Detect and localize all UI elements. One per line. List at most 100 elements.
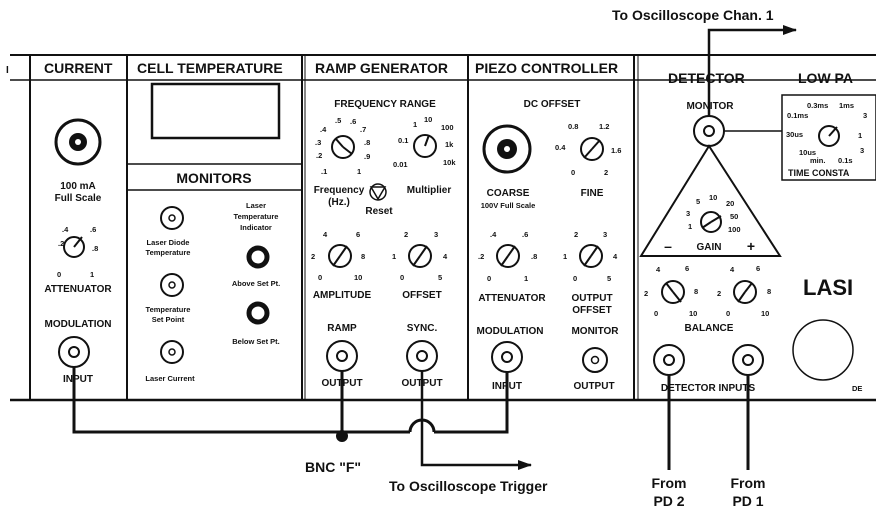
oo-tick-5: 5 [607, 274, 611, 283]
ramp-output-bnc[interactable] [326, 340, 358, 372]
bnc-f-junction [336, 430, 348, 442]
detector-input-bnc-pd1[interactable] [732, 344, 764, 376]
piezo-att-tick-04: .4 [490, 230, 497, 239]
temperature-set-point-jack[interactable] [160, 273, 184, 297]
piezo-monitor-output-jack[interactable] [582, 347, 608, 373]
frequency-label-1: Frequency [314, 185, 365, 196]
detector-monitor-label: MONITOR [686, 101, 734, 112]
off-tick-0: 0 [400, 273, 404, 282]
indicator-label-2: Temperature [234, 212, 279, 221]
piezo-controller-section: DC OFFSET COARSE 100V Full Scale 0 0.4 0… [476, 99, 621, 392]
ramp-generator-title: RAMP GENERATOR [315, 60, 448, 76]
bnc-f-annotation: BNC "F" [305, 459, 361, 475]
amplitude-dial[interactable] [328, 244, 352, 268]
tc-tick-01ms: 0.1ms [787, 111, 808, 120]
balance-dial-right[interactable] [733, 280, 757, 304]
bal-r-tick-2: 2 [717, 289, 721, 298]
amp-tick-8: 8 [361, 252, 365, 261]
osc-trigger-annotation: To Oscilloscope Trigger [389, 478, 548, 494]
detector-title: DETECTOR [668, 70, 745, 86]
current-input-label: INPUT [63, 374, 93, 385]
gain-amplifier-triangle [639, 144, 782, 257]
freq-tick-02: .2 [316, 151, 322, 160]
ld-temperature-jack[interactable] [160, 206, 184, 230]
offset-dial[interactable] [408, 244, 432, 268]
osc-trigger-cable [420, 371, 532, 470]
balance-dial-left[interactable] [661, 280, 685, 304]
off-tick-3: 3 [434, 230, 438, 239]
set-point-label-2: Set Point [152, 315, 185, 324]
bal-l-tick-6: 6 [685, 264, 689, 273]
amp-tick-6: 6 [356, 230, 360, 239]
osc-chan1-cable [707, 25, 797, 116]
amp-tick-0: 0 [318, 273, 322, 282]
mult-tick-10k: 10k [443, 158, 456, 167]
laser-current-jack[interactable] [160, 340, 184, 364]
fine-tick-0: 0 [571, 168, 575, 177]
temperature-display [150, 82, 281, 140]
current-scale-1: 100 mA [60, 181, 96, 192]
edge-mark: I [6, 65, 9, 76]
current-section: 100 mA Full Scale .2 .4 .6 .8 0 1 ATTENU… [44, 118, 112, 385]
piezo-attenuator-label: ATTENUATOR [478, 293, 546, 304]
freq-tick-04: .4 [320, 125, 327, 134]
piezo-output-label: OUTPUT [573, 381, 614, 392]
freq-tick-06: .6 [350, 117, 356, 126]
coarse-knob[interactable] [482, 124, 532, 174]
gain-tick-3: 3 [686, 209, 690, 218]
reset-button[interactable] [369, 183, 387, 201]
gain-minus: – [664, 238, 672, 254]
cell-temperature-title: CELL TEMPERATURE [137, 60, 283, 76]
gain-tick-100: 100 [728, 225, 741, 234]
current-modulation-label: MODULATION [44, 319, 111, 330]
oo-tick-0: 0 [573, 274, 577, 283]
modulation-link-cable-right [434, 372, 509, 434]
piezo-attenuator-dial[interactable] [496, 244, 520, 268]
balance-label: BALANCE [685, 323, 734, 334]
detector-monitor-bnc[interactable] [693, 115, 725, 147]
oo-tick-1: 1 [563, 252, 567, 261]
mult-tick-1: 1 [413, 120, 417, 129]
laser-current-label: Laser Current [145, 374, 195, 383]
freq-tick-07: .7 [360, 125, 366, 134]
sync-output-bnc[interactable] [406, 340, 438, 372]
time-constant-dial[interactable] [818, 125, 840, 147]
piezo-modulation-input-bnc[interactable] [491, 341, 523, 373]
piezo-att-tick-02: .2 [478, 252, 484, 261]
from-pd2-line1: From [652, 475, 687, 491]
coarse-label: COARSE [487, 188, 530, 199]
fine-dial[interactable] [580, 137, 604, 161]
fine-tick-2: 2 [604, 168, 608, 177]
amp-tick-2: 2 [311, 252, 315, 261]
ramp-label: RAMP [327, 323, 357, 334]
bal-r-tick-0: 0 [726, 309, 730, 318]
multiplier-dial[interactable] [413, 134, 437, 158]
current-modulation-input-bnc[interactable] [58, 336, 90, 368]
off-tick-4: 4 [443, 252, 448, 261]
piezo-modulation-label: MODULATION [476, 326, 543, 337]
bal-l-tick-10: 10 [689, 309, 697, 318]
frequency-dial[interactable] [331, 135, 355, 159]
gain-plus: + [747, 238, 755, 254]
freq-tick-05: .5 [335, 116, 341, 125]
gain-dial[interactable] [700, 211, 722, 233]
detector-input-bnc-pd2[interactable] [653, 344, 685, 376]
output-offset-dial[interactable] [579, 244, 603, 268]
bal-l-tick-2: 2 [644, 289, 648, 298]
off-tick-5: 5 [438, 273, 442, 282]
tc-tick-1b: 1 [858, 131, 862, 140]
low-pass-section: 0.1ms 0.3ms 1ms 3 1 3 10us 30us min. 0.1… [781, 94, 876, 393]
from-pd2-line2: PD 2 [653, 493, 684, 509]
current-tick-04: .4 [62, 225, 69, 234]
piezo-att-tick-0: 0 [487, 274, 491, 283]
offset-label: OFFSET [402, 290, 441, 301]
current-attenuator-dial[interactable] [63, 236, 85, 258]
above-set-point-label: Above Set Pt. [232, 279, 280, 288]
tc-tick-30us: 30us [786, 130, 803, 139]
frequency-range-label: FREQUENCY RANGE [334, 99, 436, 110]
frequency-label-2: (Hz.) [328, 197, 350, 208]
bal-r-tick-10: 10 [761, 309, 769, 318]
current-adjust-knob[interactable] [54, 118, 102, 166]
piezo-controller-title: PIEZO CONTROLLER [475, 60, 618, 76]
